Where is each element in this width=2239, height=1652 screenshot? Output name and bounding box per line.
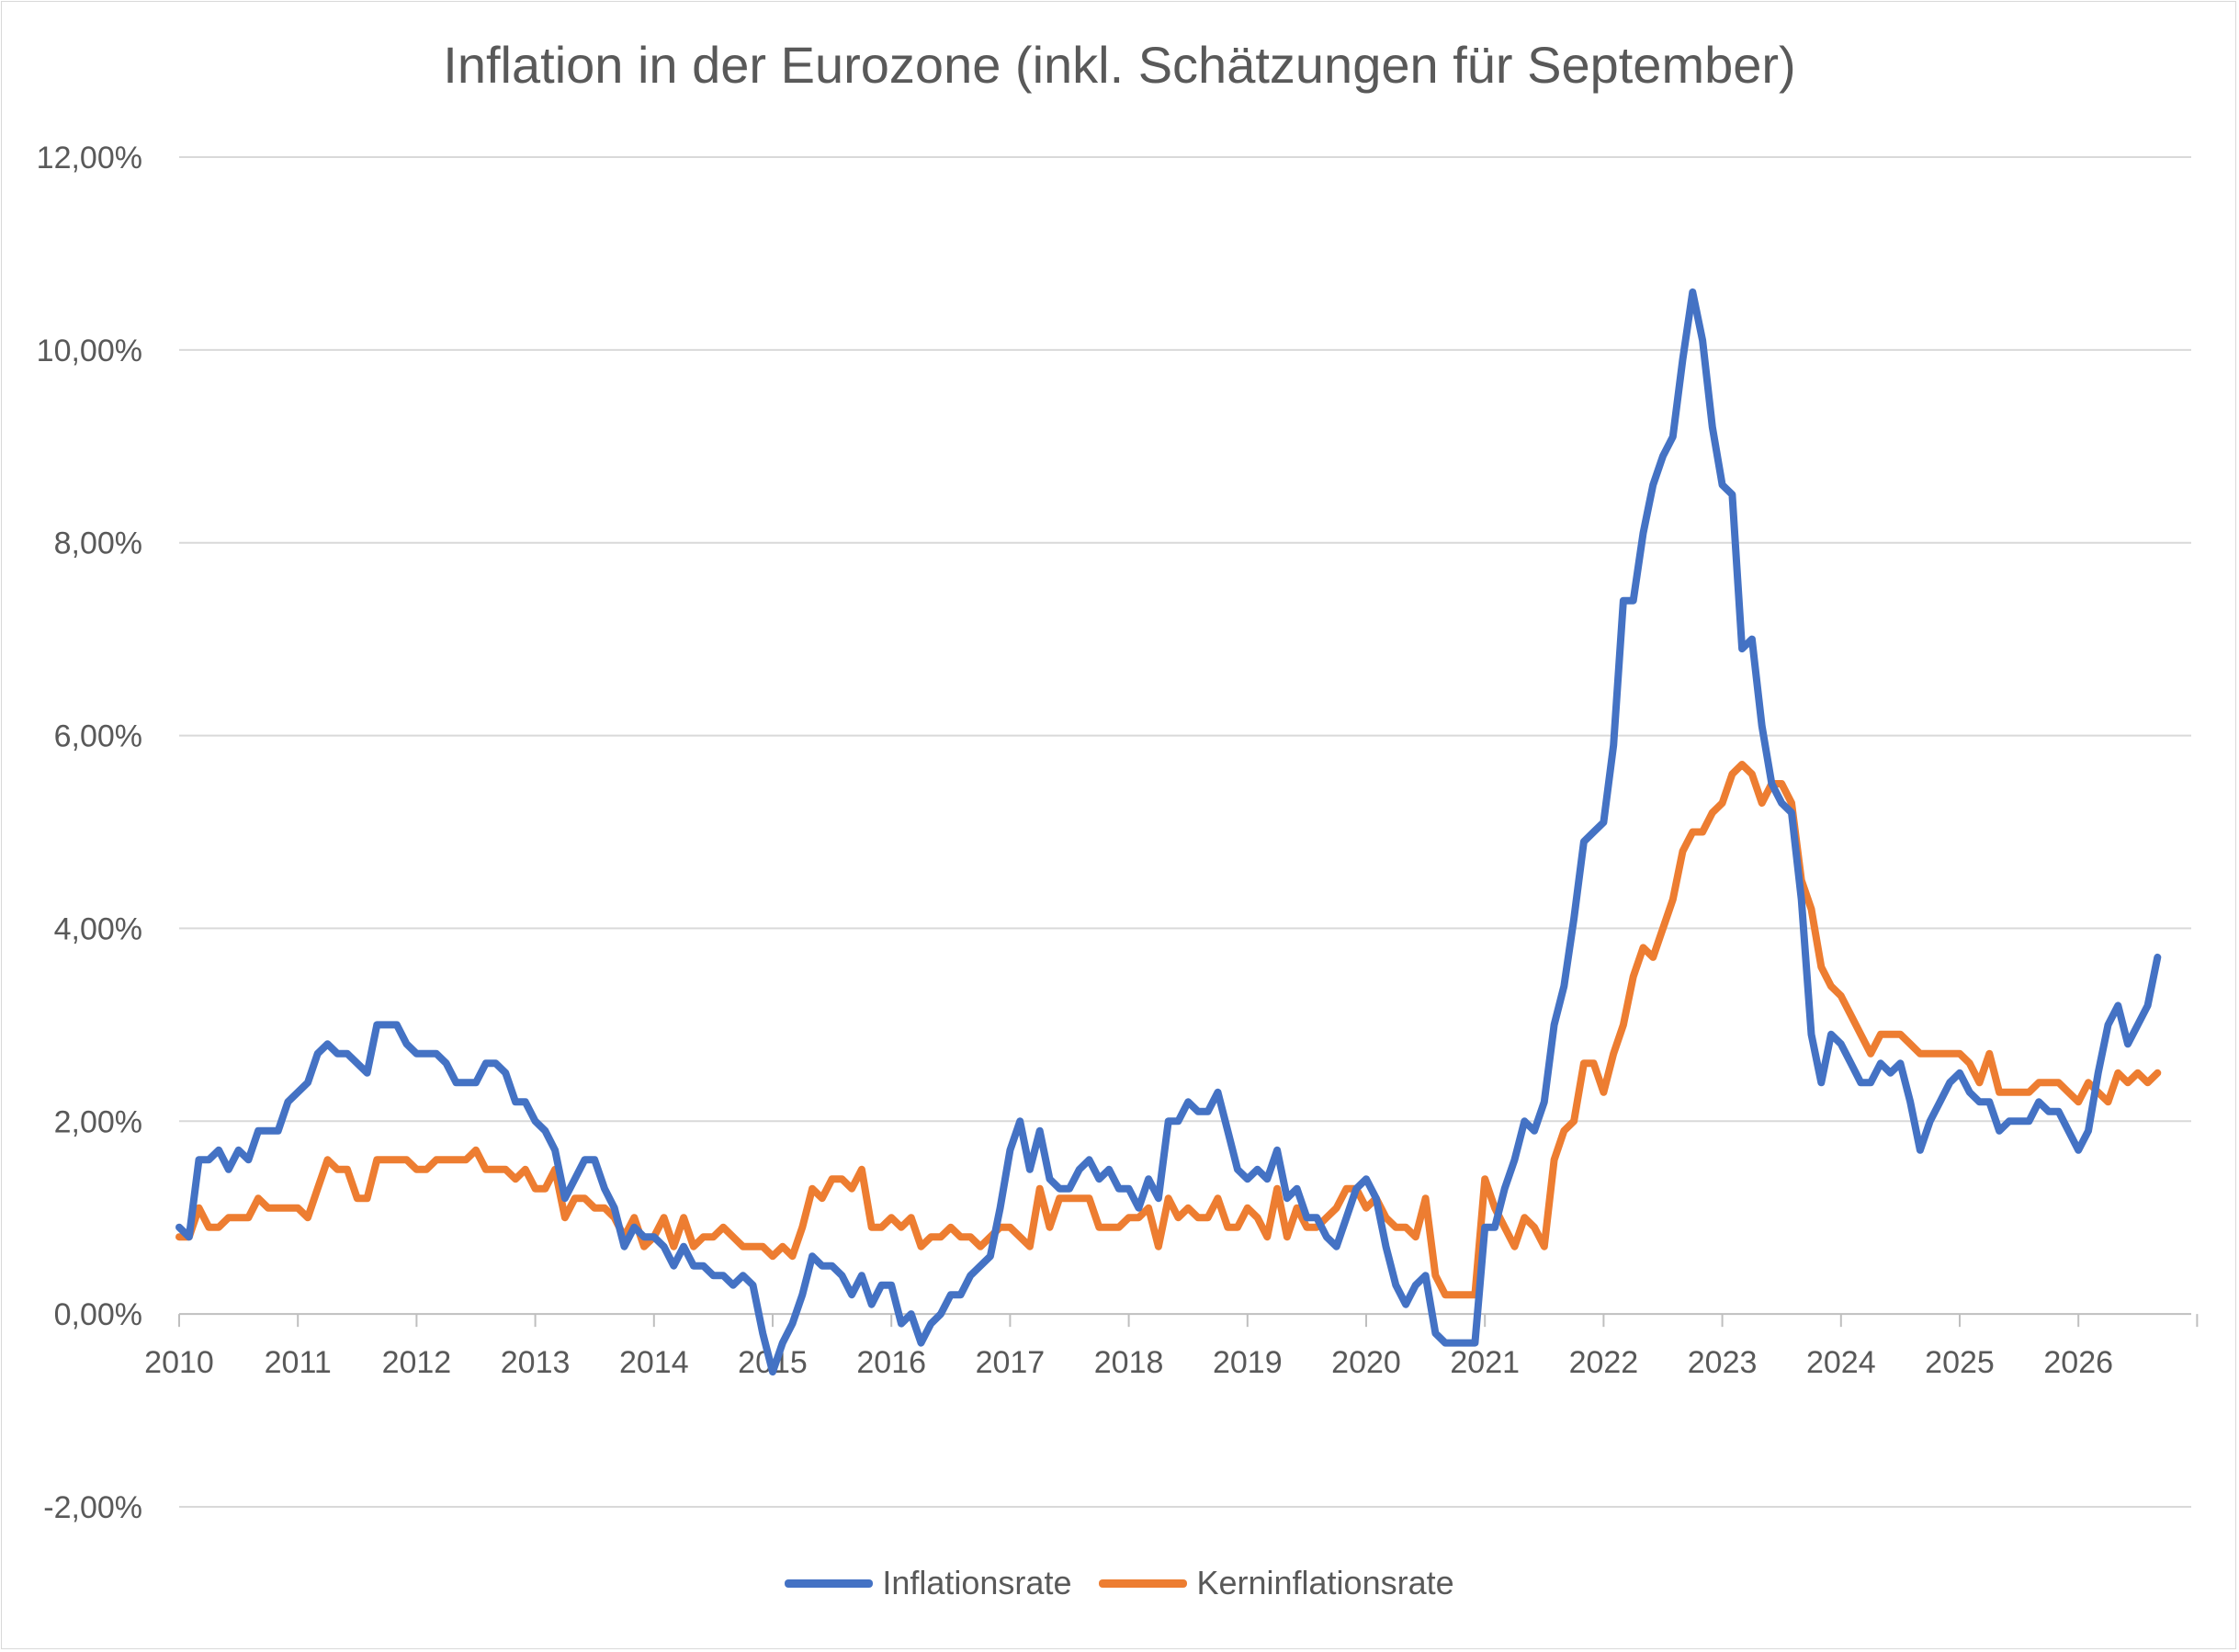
series-line-kerninflationsrate — [175, 761, 2162, 1299]
x-tick-label: 2017 — [976, 1345, 1046, 1380]
chart-title: Inflation in der Eurozone (inkl. Schätzu… — [443, 36, 1796, 94]
legend-label-inflationsrate: Inflationsrate — [882, 1564, 1072, 1601]
x-tick-label: 2012 — [382, 1345, 452, 1380]
legend-swatch-kerninflationsrate — [1099, 1578, 1188, 1588]
series-lines — [175, 288, 2162, 1376]
y-tick-label: 4,00% — [54, 911, 142, 946]
x-tick-label: 2023 — [1688, 1345, 1758, 1380]
x-tick-label: 2010 — [144, 1345, 214, 1380]
y-tick-label: 10,00% — [37, 334, 142, 368]
series-line-inflationsrate — [175, 288, 2162, 1376]
x-tick-label: 2024 — [1806, 1345, 1876, 1380]
y-tick-label: 2,00% — [54, 1104, 142, 1139]
legend-label-kerninflationsrate: Kerninflationsrate — [1196, 1564, 1454, 1601]
x-tick-label: 2021 — [1450, 1345, 1520, 1380]
legend-item-inflationsrate: Inflationsrate — [785, 1564, 1071, 1602]
y-tick-label: 8,00% — [54, 526, 142, 561]
y-tick-label: 6,00% — [54, 719, 142, 754]
x-tick-label: 2022 — [1569, 1345, 1639, 1380]
x-tick-label: 2026 — [2043, 1345, 2113, 1380]
y-tick-label: 0,00% — [54, 1297, 142, 1332]
x-tick-label: 2013 — [501, 1345, 571, 1380]
legend-item-kerninflationsrate: Kerninflationsrate — [1099, 1564, 1454, 1602]
x-tick-label: 2016 — [856, 1345, 926, 1380]
y-tick-label: 12,00% — [37, 141, 142, 175]
x-tick-label: 2011 — [265, 1345, 332, 1380]
y-axis-ticks: 12,00% 10,00% 8,00% 6,00% 4,00% 2,00% 0,00% -2,… — [37, 141, 142, 1525]
x-tick-label: 2020 — [1331, 1345, 1401, 1380]
gridlines — [179, 156, 2191, 1508]
legend-swatch-inflationsrate — [785, 1578, 874, 1588]
legend: Inflationsrate Kerninflationsrate — [0, 1564, 2239, 1602]
x-axis-ticks: 2010 2011 2012 2013 2014 2015 2016 2017 2018 2019… — [144, 1345, 2113, 1380]
x-tick-label: 2025 — [1925, 1345, 1995, 1380]
x-axis — [178, 1313, 2199, 1328]
x-tick-label: 2014 — [619, 1345, 689, 1380]
x-tick-label: 2018 — [1094, 1345, 1164, 1380]
y-tick-label: -2,00% — [43, 1490, 142, 1525]
x-tick-label: 2019 — [1213, 1345, 1283, 1380]
